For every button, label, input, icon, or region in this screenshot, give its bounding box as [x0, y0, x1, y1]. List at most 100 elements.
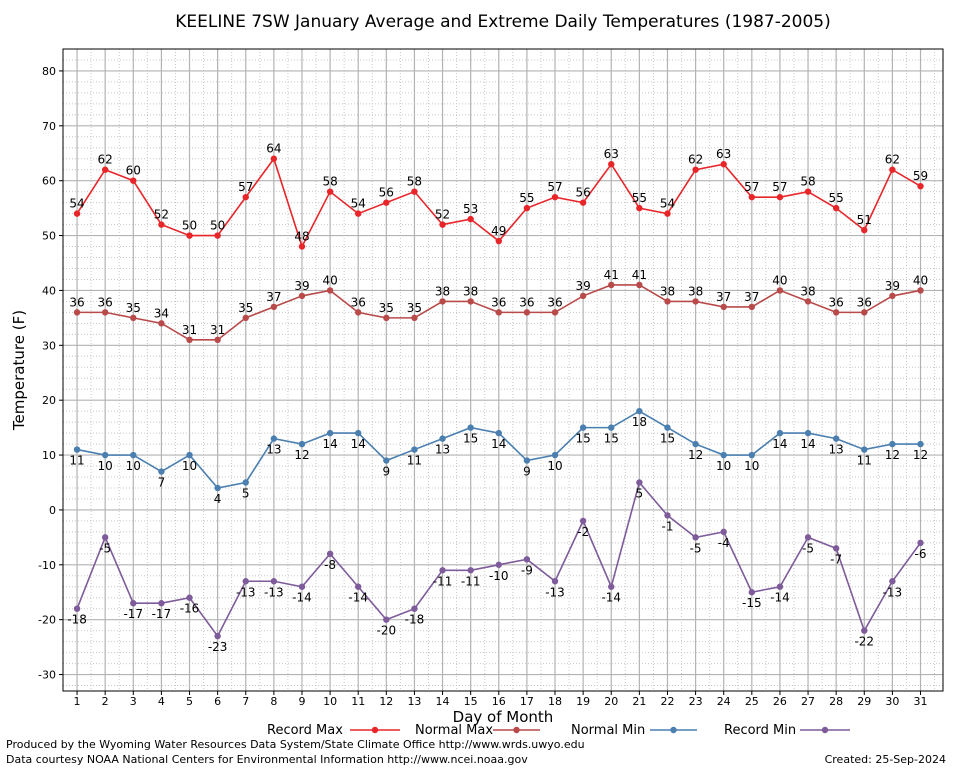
normal-max-data-label: 38 [688, 284, 703, 298]
record-max-point [158, 221, 165, 228]
normal-min-data-label: 18 [632, 415, 647, 429]
normal-max-point [495, 309, 502, 316]
normal-max-data-label: 41 [632, 268, 647, 282]
x-tick-label: 21 [632, 695, 646, 708]
y-tick-label: -10 [38, 559, 56, 572]
plot-frame [62, 48, 944, 692]
x-tick-label: 17 [520, 695, 534, 708]
record-max-data-label: 56 [379, 186, 394, 200]
record-min-data-label: -1 [661, 519, 673, 533]
normal-max-data-label: 40 [913, 273, 928, 287]
x-tick-label: 6 [214, 695, 221, 708]
normal-max-point [158, 320, 165, 327]
normal-min-point [523, 457, 531, 464]
x-tick-label: 9 [298, 695, 305, 708]
record-max-point [495, 237, 502, 245]
record-min-data-label: -7 [830, 552, 842, 566]
record-max-point [467, 215, 474, 223]
series-record-min: -18-5-17 -17 -16-23-13 -13 -14-8-14-20-18-11… [67, 479, 926, 654]
record-max-point [270, 155, 278, 162]
record-max-data-label: 64 [266, 142, 281, 156]
normal-max-point [186, 336, 193, 344]
normal-max-data-label: 36 [69, 295, 84, 309]
normal-max-point [242, 314, 249, 322]
record-min-data-label: -16 [180, 602, 200, 616]
normal-max-data-label: 38 [463, 284, 478, 298]
normal-max-point [411, 314, 418, 322]
record-max-data-label: 55 [829, 191, 844, 205]
record-max-data-label: 58 [322, 175, 337, 189]
normal-min-data-label: 9 [523, 465, 531, 479]
normal-min-point [832, 435, 840, 442]
normal-max-data-label: 36 [351, 295, 366, 309]
record-max-data-label: 59 [913, 169, 928, 183]
normal-min-data-label: 14 [322, 437, 337, 451]
record-max-data-label: 62 [885, 153, 900, 167]
normal-max-data-label: 39 [294, 279, 309, 293]
normal-max-data-label: 36 [829, 295, 844, 309]
y-axis-label: Temperature (F) [10, 310, 28, 431]
normal-min-data-label: 13 [435, 443, 450, 457]
legend-label-record-min: Record Min [724, 723, 796, 738]
normal-min-data-label: 15 [604, 432, 619, 446]
record-min-data-label: -2 [577, 525, 589, 539]
record-min-point [579, 517, 587, 525]
normal-min-data-label: 10 [716, 459, 731, 473]
record-min-data-label: -18 [405, 613, 425, 627]
record-min-data-label: -8 [324, 558, 336, 572]
record-max-data-label: 54 [69, 197, 84, 211]
normal-max-data-label: 35 [407, 301, 422, 315]
normal-min-point [495, 429, 502, 437]
normal-min-data-label: 14 [772, 437, 787, 451]
x-tick-label: 1 [74, 695, 81, 708]
normal-max-point [861, 309, 868, 316]
normal-max-data-label: 31 [210, 323, 225, 337]
record-max-data-label: 58 [407, 175, 422, 189]
record-max-point [298, 243, 306, 250]
normal-min-point [608, 424, 615, 431]
record-max-point [186, 232, 193, 239]
normal-min-data-label: 10 [126, 459, 141, 473]
record-max-point [608, 161, 615, 168]
normal-max-point [355, 309, 362, 316]
record-min-data-label: -14 [770, 591, 790, 605]
legend-label-record-max: Record Max [267, 723, 343, 738]
record-min-data-label: -4 [718, 536, 730, 550]
normal-min-data-label: 12 [885, 448, 900, 462]
record-min-point [776, 583, 784, 590]
record-max-data-label: 50 [210, 219, 225, 233]
normal-max-point [692, 298, 699, 305]
x-tick-label: 7 [242, 695, 249, 708]
record-min-data-label: -14 [292, 591, 312, 605]
x-tick-label: 30 [885, 695, 899, 708]
normal-max-data-label: 35 [126, 301, 141, 315]
record-min-point [158, 600, 165, 607]
record-min-data-label: -5 [690, 541, 702, 555]
normal-min-data-label: 10 [182, 459, 197, 473]
record-min-data-label: -10 [489, 569, 509, 583]
normal-max-data-label: 40 [772, 273, 787, 287]
record-min-data-label: -14 [348, 591, 368, 605]
legend-marker-record-max [371, 726, 379, 734]
normal-min-data-label: 4 [214, 492, 222, 506]
record-max-data-label: 52 [154, 208, 169, 222]
normal-max-point [804, 298, 812, 305]
record-min-data-label: -22 [854, 635, 874, 649]
x-tick-label: 2 [102, 695, 109, 708]
record-max-point [861, 226, 868, 234]
record-max-data-label: 54 [660, 197, 675, 211]
record-min-point [804, 534, 812, 541]
normal-max-point [889, 292, 896, 300]
record-min-data-label: -17 [123, 607, 143, 621]
record-max-data-label: 57 [772, 180, 787, 194]
record-max-point [411, 188, 418, 195]
x-tick-label: 26 [773, 695, 787, 708]
normal-max-point [214, 336, 221, 344]
record-max-point [214, 232, 221, 239]
x-tick-label: 3 [130, 695, 137, 708]
record-max-data-label: 52 [435, 208, 450, 222]
y-tick-label: 80 [42, 65, 56, 78]
record-max-point [551, 193, 559, 201]
